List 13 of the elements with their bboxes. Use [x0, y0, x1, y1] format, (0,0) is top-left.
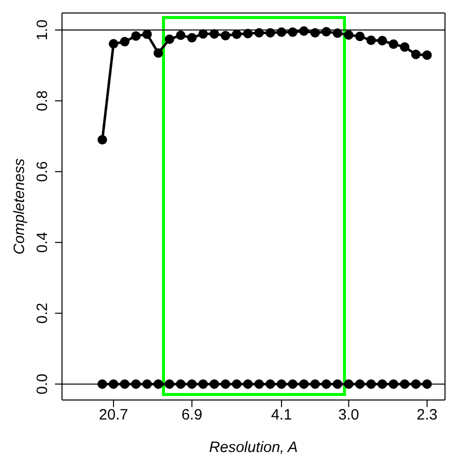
y-tick-label: 0.0	[34, 374, 51, 394]
x-tick-label: 4.1	[271, 406, 292, 424]
x-tick-label: 20.7	[98, 406, 128, 424]
x-axis-title: Resolution, A	[209, 439, 298, 456]
y-axis-title: Completeness	[11, 158, 28, 254]
x-tick-label: 6.9	[181, 406, 202, 424]
y-tick-label: 0.8	[34, 90, 51, 112]
x-tick-label: 2.3	[416, 406, 438, 424]
y-tick-label: 1.0	[34, 20, 51, 40]
x-tick-label: 3.0	[338, 406, 360, 424]
y-tick-label: 0.4	[34, 232, 51, 253]
y-tick-label: 0.6	[34, 161, 51, 182]
y-tick-label: 0.2	[34, 302, 51, 324]
